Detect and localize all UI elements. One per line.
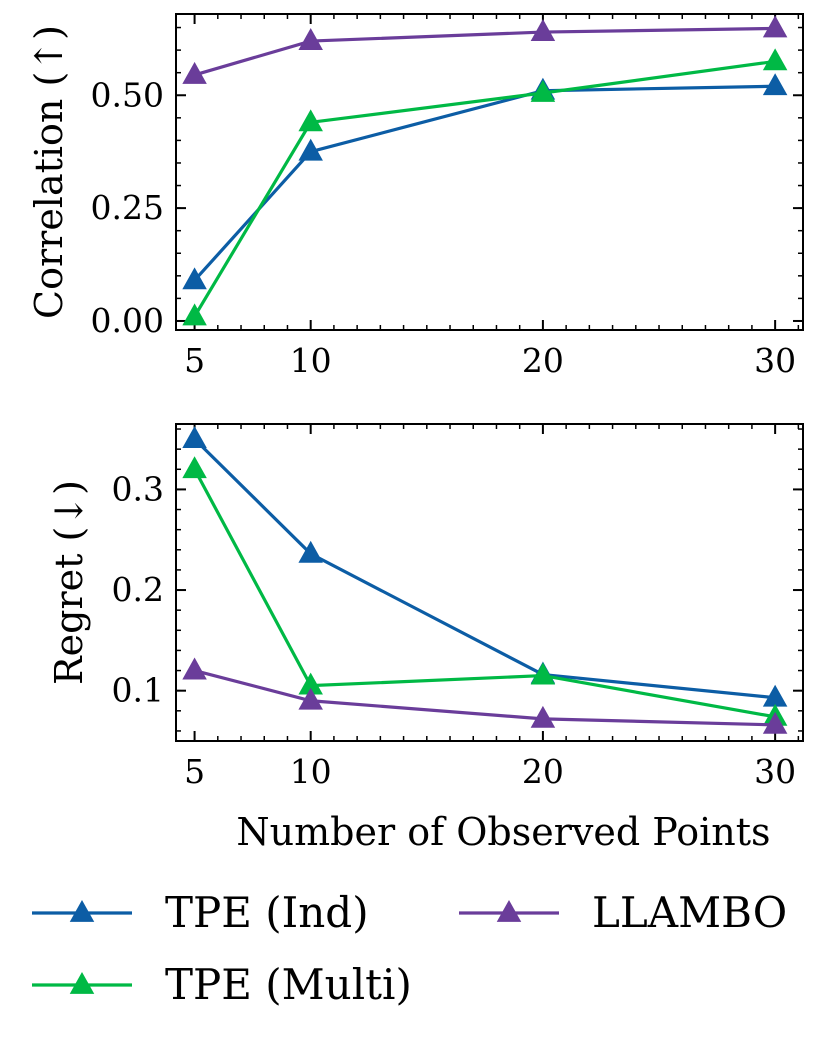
series-tpe-ind [182,426,788,707]
x-axis-title: Number of Observed Points [236,810,770,854]
y-axis-title: Regret (↓) [47,480,91,685]
x-tick-label: 20 [522,752,564,791]
series-llambo [182,657,788,734]
x-tick-label: 10 [290,752,332,791]
series-line [193,437,776,700]
data-point [298,28,323,50]
data-point [182,61,207,84]
plot-panel-2: 5 10 20 30 0.1 0.2 0.3 Regret (↓) Number of Obse… [47,423,804,854]
data-point [530,19,556,41]
plot-panel-1: 5 10 20 30 0.00 0.25 0.50 Correlation (↑) [27,13,804,380]
x-tick-label: 5 [184,752,205,791]
data-point [530,705,556,728]
legend-marker [69,899,95,922]
legend-marker [496,899,522,922]
x-tick-label: 20 [522,341,564,380]
data-point [182,456,207,479]
y-tick-label: 0.25 [91,188,164,227]
data-point [182,426,207,448]
series-line [193,468,776,719]
legend-label: TPE (Multi) [165,960,412,1009]
x-tick-label: 10 [290,341,332,380]
plot-frame [175,423,804,742]
data-point [762,73,788,96]
x-tick-label: 30 [754,752,796,791]
x-tick-label: 30 [754,341,796,380]
series-line [193,59,776,318]
series-llambo [182,15,788,84]
data-point [530,662,556,685]
data-point [762,711,788,734]
legend: TPE (Ind) LLAMBO TPE (Multi) [32,888,787,1009]
data-point [182,657,207,680]
series-line [193,84,776,282]
data-point [182,267,207,290]
data-point [298,138,323,161]
y-tick-label: 0.00 [91,301,164,340]
data-point [298,540,323,563]
data-point [762,48,788,71]
y-tick-label: 0.3 [112,469,164,508]
data-point [298,687,323,710]
series-line [194,26,776,77]
series-line [194,669,776,727]
data-point [762,15,788,38]
data-point [182,303,207,326]
legend-item: TPE (Ind) [32,888,369,937]
legend-marker [69,971,95,994]
legend-item: TPE (Multi) [32,960,412,1009]
series-tpe-multi [182,48,788,326]
legend-label: LLAMBO [592,888,787,937]
legend-label: TPE (Ind) [165,888,369,937]
y-tick-label: 0.1 [112,671,164,710]
x-tick-label: 5 [184,341,205,380]
y-tick-label: 0.50 [91,75,164,114]
y-tick-label: 0.2 [112,570,164,609]
data-point [298,109,323,132]
legend-item: LLAMBO [459,888,787,937]
plot-frame [175,13,804,331]
y-axis-title: Correlation (↑) [27,25,71,319]
series-tpe-multi [182,456,788,726]
data-point [530,79,556,102]
